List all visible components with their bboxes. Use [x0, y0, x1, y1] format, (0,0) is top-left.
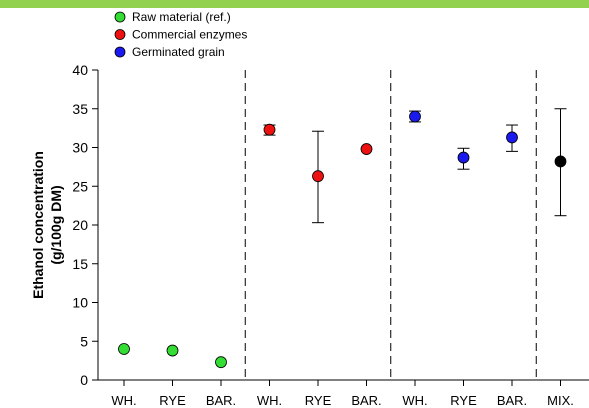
data-point	[166, 344, 179, 357]
y-axis-title-line2: (g/100g DM)	[48, 185, 64, 264]
data-point	[215, 356, 227, 369]
group-separators	[244, 70, 537, 380]
data-point	[554, 155, 567, 168]
y-tick-label: 5	[80, 333, 88, 349]
data-point	[457, 151, 470, 164]
x-tick-label: BAR.	[206, 393, 236, 408]
x-tick-label: MIX.	[547, 393, 574, 408]
axes: 0 5 10 15 20 25 30 35 40 WH. RYE BAR. WH. RYE BAR. WH. R…	[72, 62, 589, 408]
legend-marker	[114, 46, 126, 58]
y-tick-label: 35	[72, 101, 88, 117]
data-point	[263, 123, 276, 136]
y-axis-title: Ethanol concentration (g/100g DM)	[30, 151, 64, 299]
x-tick-label: RYE	[159, 393, 186, 408]
x-tick-label: WH.	[257, 393, 282, 408]
top-accent-bar	[0, 0, 589, 8]
x-tick-label: BAR.	[351, 393, 381, 408]
y-tick-label: 10	[72, 295, 88, 311]
data-marks	[118, 108, 567, 369]
data-point	[506, 131, 518, 144]
y-tick-label: 25	[72, 178, 88, 194]
legend-marker	[114, 29, 126, 40]
data-point	[118, 343, 130, 355]
y-tick-label: 40	[72, 62, 88, 78]
legend-marker	[114, 11, 126, 23]
y-tick-label: 15	[72, 256, 88, 272]
legend: Raw material (ref.) Commercial enzymes Ger…	[114, 10, 247, 59]
y-axis-title-line1: Ethanol concentration	[30, 151, 46, 299]
legend-label: Commercial enzymes	[132, 28, 247, 42]
legend-label: Germinated grain	[132, 45, 225, 59]
x-tick-label: RYE	[305, 393, 332, 408]
data-point	[312, 170, 324, 183]
data-point	[360, 143, 373, 155]
x-tick-label: WH.	[111, 393, 136, 408]
x-tick-label: WH.	[402, 393, 427, 408]
y-tick-label: 30	[72, 140, 88, 156]
x-tick-label: RYE	[450, 393, 477, 408]
y-tick-label: 0	[80, 372, 88, 388]
x-tick-label: BAR.	[497, 393, 527, 408]
legend-label: Raw material (ref.)	[132, 10, 231, 24]
y-tick-label: 20	[72, 217, 88, 233]
data-point	[409, 110, 421, 123]
